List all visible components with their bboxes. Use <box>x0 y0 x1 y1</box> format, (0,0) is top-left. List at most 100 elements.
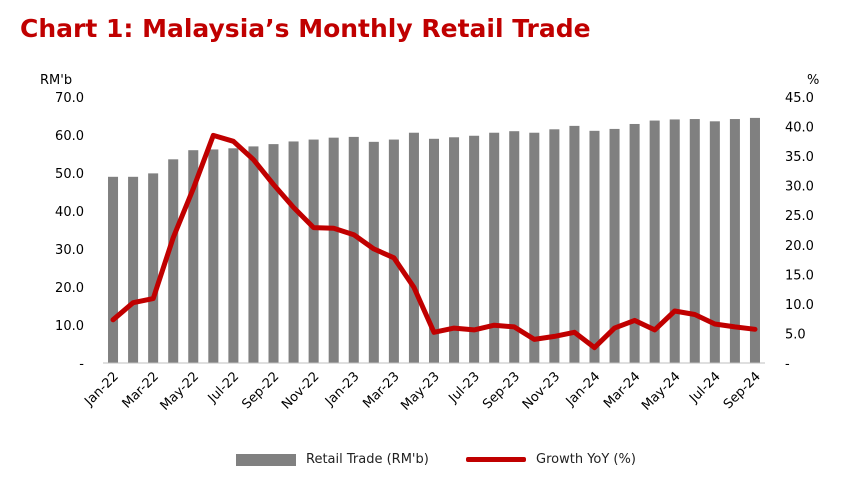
bar-retail-trade <box>428 138 440 363</box>
point-growth-yoy <box>532 337 536 341</box>
bar-retail-trade <box>729 119 740 363</box>
bar-retail-trade <box>529 132 540 363</box>
point-growth-yoy <box>412 285 416 289</box>
bar-retail-trade <box>408 132 419 363</box>
legend-item-retail-trade: Retail Trade (RM'b) <box>236 452 429 467</box>
right-tick-label: 45.0 <box>785 91 814 106</box>
x-tick-label: Nov-23 <box>520 369 563 412</box>
point-growth-yoy <box>472 328 476 332</box>
point-growth-yoy <box>272 182 276 186</box>
point-growth-yoy <box>713 322 717 326</box>
bar-retail-trade <box>268 144 279 363</box>
bar-retail-trade <box>689 119 700 363</box>
x-tick-label: Jul-22 <box>205 369 242 406</box>
legend-swatch-line <box>466 457 526 462</box>
bar-retail-trade <box>709 121 720 363</box>
x-tick-label: May-22 <box>158 369 202 413</box>
point-growth-yoy <box>292 206 296 210</box>
bar-retail-trade <box>549 129 560 363</box>
point-growth-yoy <box>733 325 737 329</box>
point-growth-yoy <box>693 313 697 317</box>
x-tick-label: Nov-22 <box>279 369 322 412</box>
point-growth-yoy <box>552 334 556 338</box>
legend-label-growth-yoy: Growth YoY (%) <box>536 452 636 467</box>
bar-retail-trade <box>669 119 680 363</box>
point-growth-yoy <box>512 325 516 329</box>
bar-retail-trade <box>388 139 399 363</box>
point-growth-yoy <box>673 309 677 313</box>
bar-retail-trade <box>328 137 339 363</box>
bar-retail-trade <box>629 123 640 363</box>
bar-retail-trade <box>348 136 359 363</box>
left-tick-label: 20.0 <box>55 281 84 296</box>
point-growth-yoy <box>613 326 617 330</box>
right-tick-label: 20.0 <box>785 239 814 254</box>
right-tick-label: 25.0 <box>785 209 814 224</box>
left-tick-label: 50.0 <box>55 167 84 182</box>
point-growth-yoy <box>392 256 396 260</box>
bar-retail-trade <box>469 135 480 363</box>
left-tick-label: 40.0 <box>55 205 84 220</box>
right-tick-label: 40.0 <box>785 121 814 136</box>
right-tick-label: 5.0 <box>785 327 806 342</box>
bar-retail-trade <box>489 132 500 363</box>
bar-retail-trade <box>208 149 219 363</box>
bar-retail-trade <box>108 176 119 363</box>
bar-retail-trade <box>188 150 199 363</box>
x-tick-label: May-23 <box>398 369 442 413</box>
bar-retail-trade <box>449 137 460 363</box>
bar-retail-trade <box>368 141 379 363</box>
point-growth-yoy <box>492 323 496 327</box>
x-tick-label: Mar-22 <box>120 369 162 411</box>
legend-swatch-bar <box>236 453 296 466</box>
x-tick-label: Jan-23 <box>322 369 363 410</box>
point-growth-yoy <box>633 318 637 322</box>
x-tick-label: Sep-23 <box>480 369 523 412</box>
right-tick-label: - <box>785 357 790 372</box>
right-axis-unit: % <box>807 73 819 88</box>
bar-retail-trade <box>288 141 299 363</box>
point-growth-yoy <box>572 330 576 334</box>
point-growth-yoy <box>753 327 757 331</box>
left-tick-label: 70.0 <box>55 91 84 106</box>
right-tick-label: 15.0 <box>785 268 814 283</box>
left-tick-label: - <box>79 357 84 372</box>
bar-retail-trade <box>509 131 520 363</box>
left-axis-unit: RM'b <box>40 73 72 88</box>
point-growth-yoy <box>151 297 155 301</box>
x-tick-label: Jan-24 <box>563 369 604 410</box>
point-growth-yoy <box>191 187 195 191</box>
bar-retail-trade <box>609 128 620 363</box>
bar-retail-trade <box>569 125 580 363</box>
bar-retail-trade <box>749 117 760 364</box>
point-growth-yoy <box>332 226 336 230</box>
point-growth-yoy <box>131 301 135 305</box>
point-growth-yoy <box>312 226 316 230</box>
point-growth-yoy <box>653 328 657 332</box>
left-tick-label: 10.0 <box>55 319 84 334</box>
right-tick-label: 30.0 <box>785 180 814 195</box>
x-tick-label: Jan-22 <box>81 369 122 410</box>
bar-retail-trade <box>168 159 179 363</box>
x-tick-label: Sep-24 <box>721 369 764 412</box>
point-growth-yoy <box>352 233 356 237</box>
x-tick-label: May-24 <box>639 369 683 413</box>
point-growth-yoy <box>372 247 376 251</box>
point-growth-yoy <box>432 330 436 334</box>
bar-retail-trade <box>148 173 159 363</box>
bar-retail-trade <box>248 146 259 363</box>
point-growth-yoy <box>111 318 115 322</box>
point-growth-yoy <box>592 346 596 350</box>
legend: Retail Trade (RM'b) Growth YoY (%) <box>0 452 862 476</box>
bar-retail-trade <box>589 130 600 363</box>
bar-retail-trade <box>308 139 319 363</box>
bar-retail-trade <box>649 120 660 363</box>
x-tick-label: Jul-23 <box>446 369 483 406</box>
x-tick-label: Jul-24 <box>686 369 723 406</box>
right-tick-label: 10.0 <box>785 298 814 313</box>
point-growth-yoy <box>231 139 235 143</box>
point-growth-yoy <box>452 326 456 330</box>
left-tick-label: 60.0 <box>55 129 84 144</box>
legend-item-growth-yoy: Growth YoY (%) <box>466 452 636 467</box>
